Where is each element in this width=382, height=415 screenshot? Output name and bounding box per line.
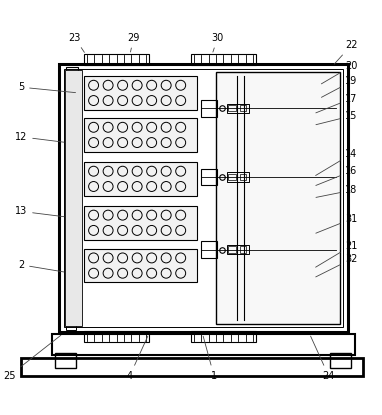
- Bar: [201, 100, 217, 117]
- Bar: [227, 172, 249, 181]
- Bar: [66, 321, 76, 330]
- Bar: [228, 105, 236, 111]
- Text: 32: 32: [316, 254, 358, 277]
- Text: 14: 14: [316, 149, 358, 176]
- Bar: [228, 174, 236, 180]
- Bar: [21, 359, 363, 376]
- Bar: [84, 249, 197, 282]
- Text: 18: 18: [316, 186, 358, 198]
- Bar: [330, 354, 351, 368]
- Bar: [66, 66, 78, 79]
- Text: 21: 21: [316, 241, 358, 267]
- Bar: [55, 354, 76, 368]
- Bar: [240, 105, 246, 111]
- Bar: [84, 206, 197, 239]
- Bar: [201, 241, 217, 258]
- Bar: [52, 334, 355, 354]
- Text: 30: 30: [212, 32, 224, 52]
- Bar: [65, 70, 82, 326]
- Text: 5: 5: [18, 82, 76, 93]
- Text: 31: 31: [316, 214, 358, 233]
- Bar: [59, 64, 348, 332]
- Text: 29: 29: [128, 32, 140, 52]
- Bar: [84, 76, 197, 110]
- Text: 12: 12: [15, 132, 64, 142]
- Text: 19: 19: [321, 76, 358, 98]
- Text: 25: 25: [3, 335, 61, 381]
- Bar: [240, 174, 246, 180]
- Text: 22: 22: [334, 40, 358, 64]
- Bar: [84, 162, 197, 195]
- Text: 15: 15: [316, 111, 358, 124]
- Text: 1: 1: [203, 336, 217, 381]
- Text: 4: 4: [127, 336, 148, 381]
- Bar: [228, 247, 236, 253]
- Bar: [84, 118, 197, 152]
- Text: 24: 24: [311, 336, 335, 381]
- Text: 2: 2: [18, 260, 64, 272]
- Bar: [240, 247, 246, 253]
- Bar: [191, 54, 256, 66]
- Text: 16: 16: [316, 166, 358, 186]
- Text: 23: 23: [68, 32, 84, 52]
- Bar: [227, 245, 249, 254]
- Bar: [216, 72, 340, 324]
- Bar: [84, 54, 149, 66]
- Bar: [64, 69, 343, 327]
- Text: 20: 20: [321, 61, 358, 84]
- Bar: [191, 331, 256, 342]
- Text: 13: 13: [15, 206, 64, 217]
- Bar: [201, 168, 217, 186]
- Bar: [84, 331, 149, 342]
- Bar: [227, 104, 249, 113]
- Text: 17: 17: [316, 94, 358, 113]
